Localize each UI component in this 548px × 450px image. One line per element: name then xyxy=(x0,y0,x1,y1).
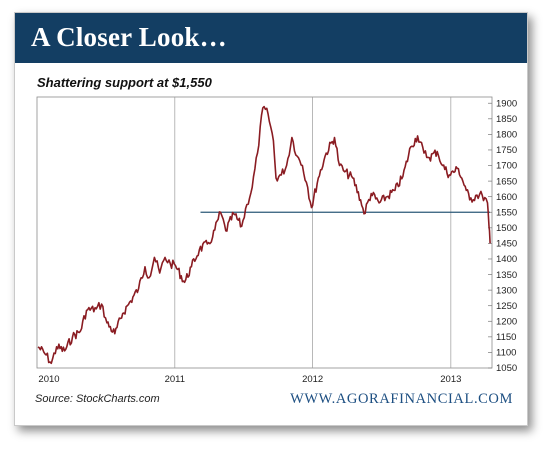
y-tick-label: 1400 xyxy=(496,254,517,265)
y-tick-label: 1050 xyxy=(496,363,517,374)
y-tick-label: 1850 xyxy=(496,114,517,125)
y-tick-label: 1550 xyxy=(496,207,517,218)
y-tick-label: 1200 xyxy=(496,316,517,327)
price-chart: 1050 1100 1150 1200 1250 1300 1350 1400 1450 1500… xyxy=(36,96,517,385)
banner-title: A Closer Look… xyxy=(31,22,227,52)
x-axis: 2010 2011 2012 2013 xyxy=(38,374,461,385)
x-tick-label: 2013 xyxy=(440,374,461,385)
plot-frame xyxy=(36,96,493,369)
y-tick-label: 1100 xyxy=(496,348,516,359)
x-tick-label: 2010 xyxy=(38,374,59,385)
y-tick-label: 1900 xyxy=(496,98,517,109)
chart-title: Shattering support at $1,550 xyxy=(37,75,212,90)
x-tick-label: 2012 xyxy=(302,374,323,385)
source-note: Source: StockCharts.com xyxy=(35,393,160,405)
y-tick-label: 1450 xyxy=(496,239,517,250)
y-tick-label: 1800 xyxy=(496,130,517,141)
y-tick-label: 1650 xyxy=(496,176,517,187)
y-tick-label: 1750 xyxy=(496,145,517,156)
x-tick-label: 2011 xyxy=(165,374,185,385)
y-tick-label: 1500 xyxy=(496,223,517,234)
y-tick-label: 1250 xyxy=(496,301,517,312)
y-tick-label: 1150 xyxy=(496,332,516,343)
title-banner: A Closer Look… xyxy=(15,13,527,63)
price-series-line xyxy=(37,105,491,365)
vertical-grid xyxy=(174,97,452,368)
y-tick-label: 1350 xyxy=(496,270,517,281)
y-tick-label: 1700 xyxy=(496,161,517,172)
y-tick-label: 1600 xyxy=(496,192,517,203)
chart-card: A Closer Look… Shattering support at $1,… xyxy=(14,12,528,426)
y-tick-label: 1300 xyxy=(496,285,517,296)
brand-link[interactable]: WWW.AGORAFINANCIAL.COM xyxy=(290,391,513,407)
